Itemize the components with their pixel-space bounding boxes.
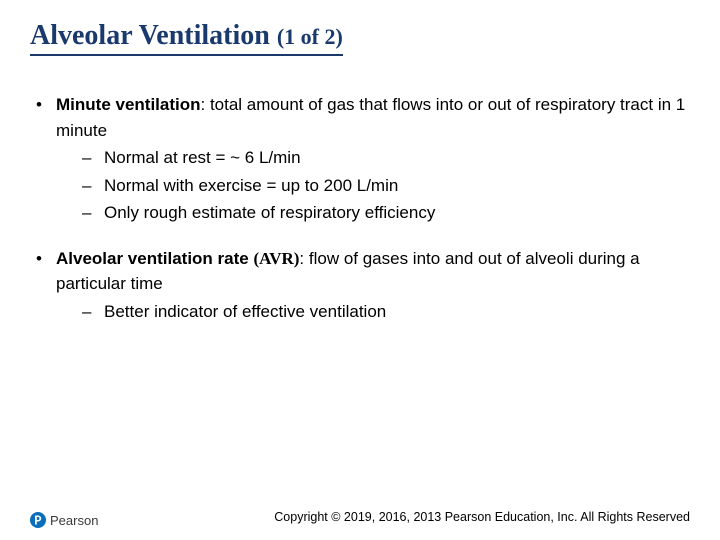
list-item: – Normal at rest = ~ 6 L/min <box>30 145 690 171</box>
list-item: – Better indicator of effective ventilat… <box>30 299 690 325</box>
bullet-group-1: • Minute ventilation: total amount of ga… <box>30 92 690 226</box>
slide: Alveolar Ventilation (1 of 2) • Minute v… <box>0 0 720 540</box>
bullet-marker: • <box>36 246 56 297</box>
bullet-text: Alveolar ventilation rate (AVR): flow of… <box>56 246 690 297</box>
bullet-text: Minute ventilation: total amount of gas … <box>56 92 690 143</box>
bullet-marker: – <box>82 299 104 325</box>
bullet-text: Better indicator of effective ventilatio… <box>104 299 690 325</box>
list-item: – Only rough estimate of respiratory eff… <box>30 200 690 226</box>
bullet-marker: – <box>82 200 104 226</box>
serif-bold: (AVR) <box>253 249 299 268</box>
title-main: Alveolar Ventilation <box>30 20 270 51</box>
bold-text: Minute ventilation <box>56 95 201 114</box>
publisher-logo: Pearson <box>30 512 98 528</box>
list-item: – Normal with exercise = up to 200 L/min <box>30 173 690 199</box>
list-item: • Alveolar ventilation rate (AVR): flow … <box>30 246 690 297</box>
logo-text: Pearson <box>50 513 98 528</box>
list-item: • Minute ventilation: total amount of ga… <box>30 92 690 143</box>
bullet-marker: – <box>82 173 104 199</box>
slide-content: • Minute ventilation: total amount of ga… <box>30 92 690 324</box>
bullet-text: Normal with exercise = up to 200 L/min <box>104 173 690 199</box>
bullet-group-2: • Alveolar ventilation rate (AVR): flow … <box>30 246 690 325</box>
bullet-text: Normal at rest = ~ 6 L/min <box>104 145 690 171</box>
bullet-marker: • <box>36 92 56 143</box>
bullet-text: Only rough estimate of respiratory effic… <box>104 200 690 226</box>
bold-text: Alveolar ventilation rate <box>56 249 253 268</box>
logo-icon <box>30 512 46 528</box>
bullet-marker: – <box>82 145 104 171</box>
slide-title: Alveolar Ventilation (1 of 2) <box>30 20 343 56</box>
copyright-footer: Copyright © 2019, 2016, 2013 Pearson Edu… <box>274 510 690 524</box>
title-sub: (1 of 2) <box>277 24 343 49</box>
